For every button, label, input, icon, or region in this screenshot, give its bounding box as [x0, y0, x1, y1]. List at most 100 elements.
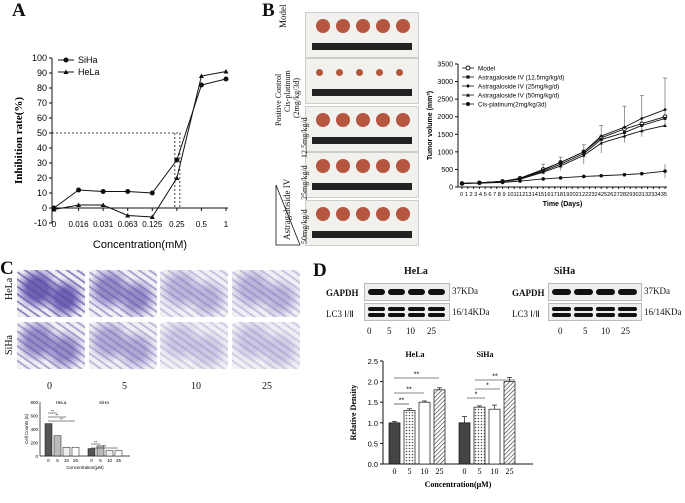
b-y-tick-label: 0	[449, 185, 453, 192]
d-x-tick-label: 25	[436, 467, 444, 476]
b-series-line	[461, 170, 666, 184]
b-series-point	[460, 181, 464, 185]
blot-band	[408, 307, 425, 311]
blot-dose-siha-0: 0	[558, 326, 563, 336]
a-series-line-hela	[53, 71, 227, 218]
tumor-specimen	[316, 159, 330, 173]
group-label-cisplatinum-dose: (2mg/kg/3d)	[292, 78, 301, 118]
d-y-tick-label: 1.0	[368, 419, 378, 428]
b-series-point	[460, 182, 464, 185]
panel-a-letter: A	[12, 0, 26, 21]
d-sig-label: **	[414, 372, 420, 379]
b-series-point	[640, 171, 644, 176]
b-series-point	[500, 179, 505, 184]
b-series-point	[582, 150, 586, 154]
transwell-image	[17, 270, 85, 317]
d-bar	[403, 410, 416, 465]
blot-band	[428, 313, 445, 317]
a-point-siha	[198, 82, 204, 88]
a-x-tick-label: 1	[224, 220, 229, 229]
tumor-specimen	[356, 159, 370, 173]
b-series-line	[461, 109, 666, 184]
blot-dose-siha-5: 5	[583, 326, 588, 336]
panel-b-letter: B	[262, 0, 275, 21]
b-series-point	[663, 107, 667, 112]
b-x-tick-labels: 0 1 2 3 4 5 6 7 8 9 10111213141516171819…	[460, 192, 667, 198]
a-x-tick-label: 0.25	[169, 220, 185, 229]
tumor-photo-row	[305, 58, 419, 104]
c-bar	[87, 448, 96, 457]
c-y-tick-label: 0	[35, 454, 38, 459]
d-group-label: SiHa	[477, 350, 494, 359]
a-y-tick-label: 70	[37, 98, 47, 108]
western-blot	[548, 283, 642, 301]
b-legend-marker	[466, 93, 470, 97]
b-series-point	[459, 181, 465, 186]
b-series-point	[517, 175, 523, 181]
c-x-tick-label: 5	[56, 458, 59, 463]
b-series-point	[582, 152, 586, 156]
gapdh-label-siha: GAPDH	[512, 288, 545, 298]
b-y-tick-label: 3500	[437, 62, 453, 69]
b-y-tick-label: 2000	[437, 114, 453, 121]
b-series-point	[663, 117, 667, 120]
b-series-point	[540, 167, 546, 172]
blot-band	[368, 313, 385, 317]
blot-band	[574, 313, 593, 317]
gapdh-label-hela: GAPDH	[326, 288, 359, 298]
c-group-label: HeLa	[56, 400, 67, 405]
blot-band	[596, 313, 615, 317]
tumor-specimen	[396, 207, 410, 221]
tumor-specimen	[376, 19, 390, 33]
b-series-point	[558, 164, 563, 168]
blot-title-siha: SiHa	[554, 266, 576, 277]
b-series-point	[477, 180, 482, 186]
b-series-line	[461, 125, 666, 184]
d-x-axis-title: Concentration(μM)	[425, 480, 492, 489]
a-series-line-siha	[53, 78, 227, 209]
photo-ruler	[312, 230, 412, 238]
b-series-point	[640, 116, 644, 121]
c-bar	[62, 446, 71, 457]
a-x-tick-label: 0.063	[118, 220, 139, 229]
b-series-point	[460, 181, 464, 186]
blot-band	[596, 307, 615, 311]
d-y-tick-label: 2.5	[368, 357, 378, 366]
b-series-point	[582, 153, 586, 157]
kda16-label-siha: 16/14KDa	[644, 307, 682, 317]
b-series-point	[599, 173, 603, 178]
b-series-point	[622, 172, 627, 177]
b-y-tick-label: 3000	[437, 79, 453, 86]
b-series-point	[500, 179, 505, 184]
photo-ruler	[312, 42, 412, 50]
b-series-point	[599, 138, 603, 141]
lc3-label-hela: LC3 Ⅰ/Ⅱ	[326, 309, 354, 319]
b-series-point	[559, 162, 563, 166]
a-y-tick-label: 100	[32, 53, 47, 63]
transwell-image	[232, 322, 300, 369]
d-sig-label: **	[399, 398, 405, 405]
blot-band	[574, 289, 593, 295]
transwell-image	[232, 270, 300, 317]
tumor-photo-row	[305, 12, 419, 58]
tumor-photo-row	[305, 106, 419, 152]
d-y-axis-title: Relative Density	[349, 385, 358, 441]
c-bar	[44, 423, 53, 457]
b-series-point	[477, 181, 481, 185]
d-sig-label: *	[475, 392, 478, 399]
b-series-point	[662, 114, 668, 120]
blot-band	[574, 307, 593, 311]
a-point-siha	[149, 190, 155, 196]
tumor-specimen	[376, 159, 390, 173]
d-bar	[488, 408, 501, 465]
b-y-axis-title: Tumor volume (mm³)	[427, 91, 434, 160]
group-label-25: 25mg/kg/d	[300, 165, 309, 200]
a-point-siha	[174, 157, 180, 163]
b-legend-marker	[466, 84, 470, 88]
b-series-point	[477, 180, 482, 185]
tumor-photo-row	[305, 152, 419, 198]
b-legend-label: Astragaloside IV (25mg/kg/d)	[478, 84, 559, 91]
a-x-tick-label: 0.016	[69, 220, 90, 229]
dose-label-25: 25	[262, 381, 272, 392]
d-sig-label: *	[486, 383, 489, 390]
